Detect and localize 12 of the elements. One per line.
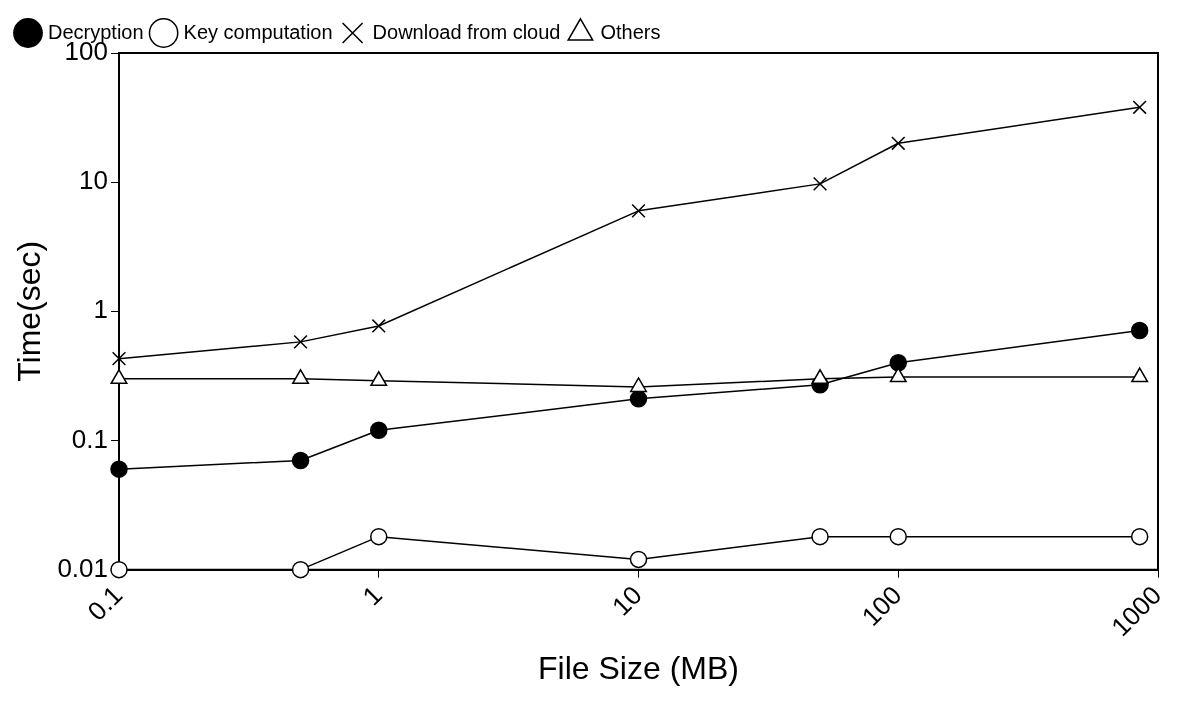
x-tick-label: 1	[356, 579, 389, 612]
y-tick-label: 1	[93, 294, 108, 325]
x-axis-title: File Size (MB)	[538, 649, 739, 686]
y-tick-label: 0.01	[57, 552, 108, 583]
legend-label: Others	[600, 20, 661, 43]
x-tick-label: 10	[606, 579, 648, 622]
x-tick-label: 100	[855, 579, 908, 632]
y-tick-label: 0.1	[71, 423, 108, 454]
legend-label: Download from cloud	[372, 20, 561, 43]
y-tick-label: 10	[79, 165, 108, 196]
y-axis-title: Time(sec)	[11, 240, 48, 382]
legend-label: Key computation	[183, 20, 333, 43]
